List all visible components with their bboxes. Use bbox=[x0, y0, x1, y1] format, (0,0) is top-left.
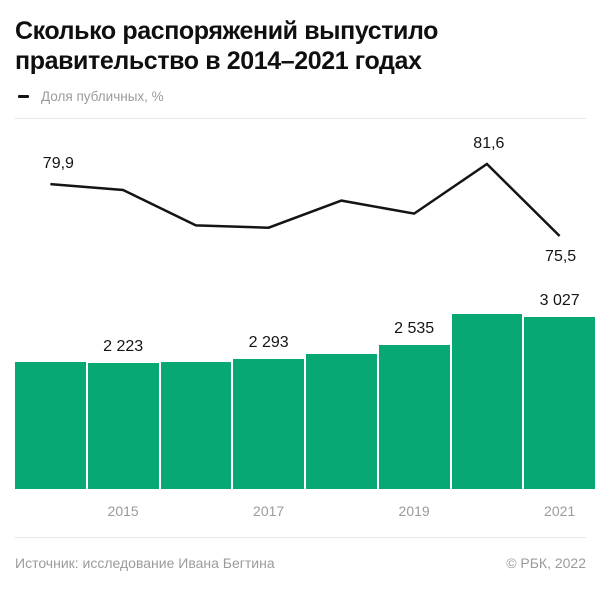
divider-top bbox=[15, 118, 586, 119]
x-axis-tick-label: 2017 bbox=[253, 503, 285, 519]
x-axis-tick-label: 2021 bbox=[544, 503, 576, 519]
chart-title-line2: правительство в 2014–2021 годах bbox=[15, 47, 422, 75]
line-point-label: 81,6 bbox=[473, 135, 505, 152]
bar bbox=[15, 362, 86, 489]
bar bbox=[233, 359, 304, 489]
footer-source: Источник: исследование Ивана Бегтина bbox=[15, 555, 275, 571]
x-axis-tick-label: 2015 bbox=[107, 503, 139, 519]
bar bbox=[378, 345, 450, 489]
line-point-label: 75,5 bbox=[545, 248, 577, 265]
bar bbox=[524, 317, 595, 489]
x-axis-tick-label: 2019 bbox=[398, 503, 430, 519]
divider-bottom bbox=[15, 537, 586, 538]
bar-value-label: 2 293 bbox=[248, 334, 289, 351]
bar-value-label: 2 223 bbox=[103, 338, 144, 355]
bar bbox=[160, 362, 232, 489]
bar bbox=[87, 363, 159, 489]
bar bbox=[451, 314, 523, 489]
bar-value-label: 2 535 bbox=[394, 320, 435, 337]
chart-title-line1: Сколько распоряжений выпустило bbox=[15, 17, 439, 45]
line-series-path bbox=[50, 162, 561, 237]
legend-label: Доля публичных, % bbox=[41, 88, 164, 104]
bar-value-label: 3 027 bbox=[539, 292, 580, 309]
line-point-label: 79,9 bbox=[42, 155, 74, 173]
footer: Источник: исследование Ивана Бегтина © Р… bbox=[15, 555, 586, 571]
line-series-swatch-icon bbox=[18, 94, 29, 98]
legend: Доля публичных, % bbox=[18, 88, 164, 104]
chart-title: Сколько распоряжений выпустило правитель… bbox=[15, 16, 587, 76]
footer-copyright: © РБК, 2022 bbox=[506, 555, 586, 571]
bar bbox=[306, 354, 377, 489]
